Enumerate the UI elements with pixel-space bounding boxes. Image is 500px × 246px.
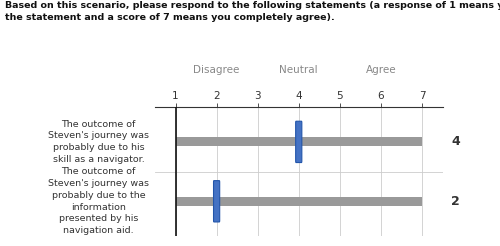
FancyBboxPatch shape [214, 181, 220, 222]
Bar [176, 197, 422, 206]
Text: The outcome of
Steven's journey was
probably due to the
information
presented by: The outcome of Steven's journey was prob… [48, 167, 149, 235]
FancyBboxPatch shape [296, 121, 302, 163]
Text: The outcome of
Steven's journey was
probably due to his
skill as a navigator.: The outcome of Steven's journey was prob… [48, 120, 149, 164]
Text: 4: 4 [452, 135, 460, 148]
Bar [176, 137, 422, 146]
Text: Neutral: Neutral [280, 65, 318, 75]
Text: Based on this scenario, please respond to the following statements (a response o: Based on this scenario, please respond t… [5, 1, 500, 22]
Text: 2: 2 [452, 195, 460, 208]
Text: Disagree: Disagree [194, 65, 240, 75]
Text: Agree: Agree [366, 65, 396, 75]
